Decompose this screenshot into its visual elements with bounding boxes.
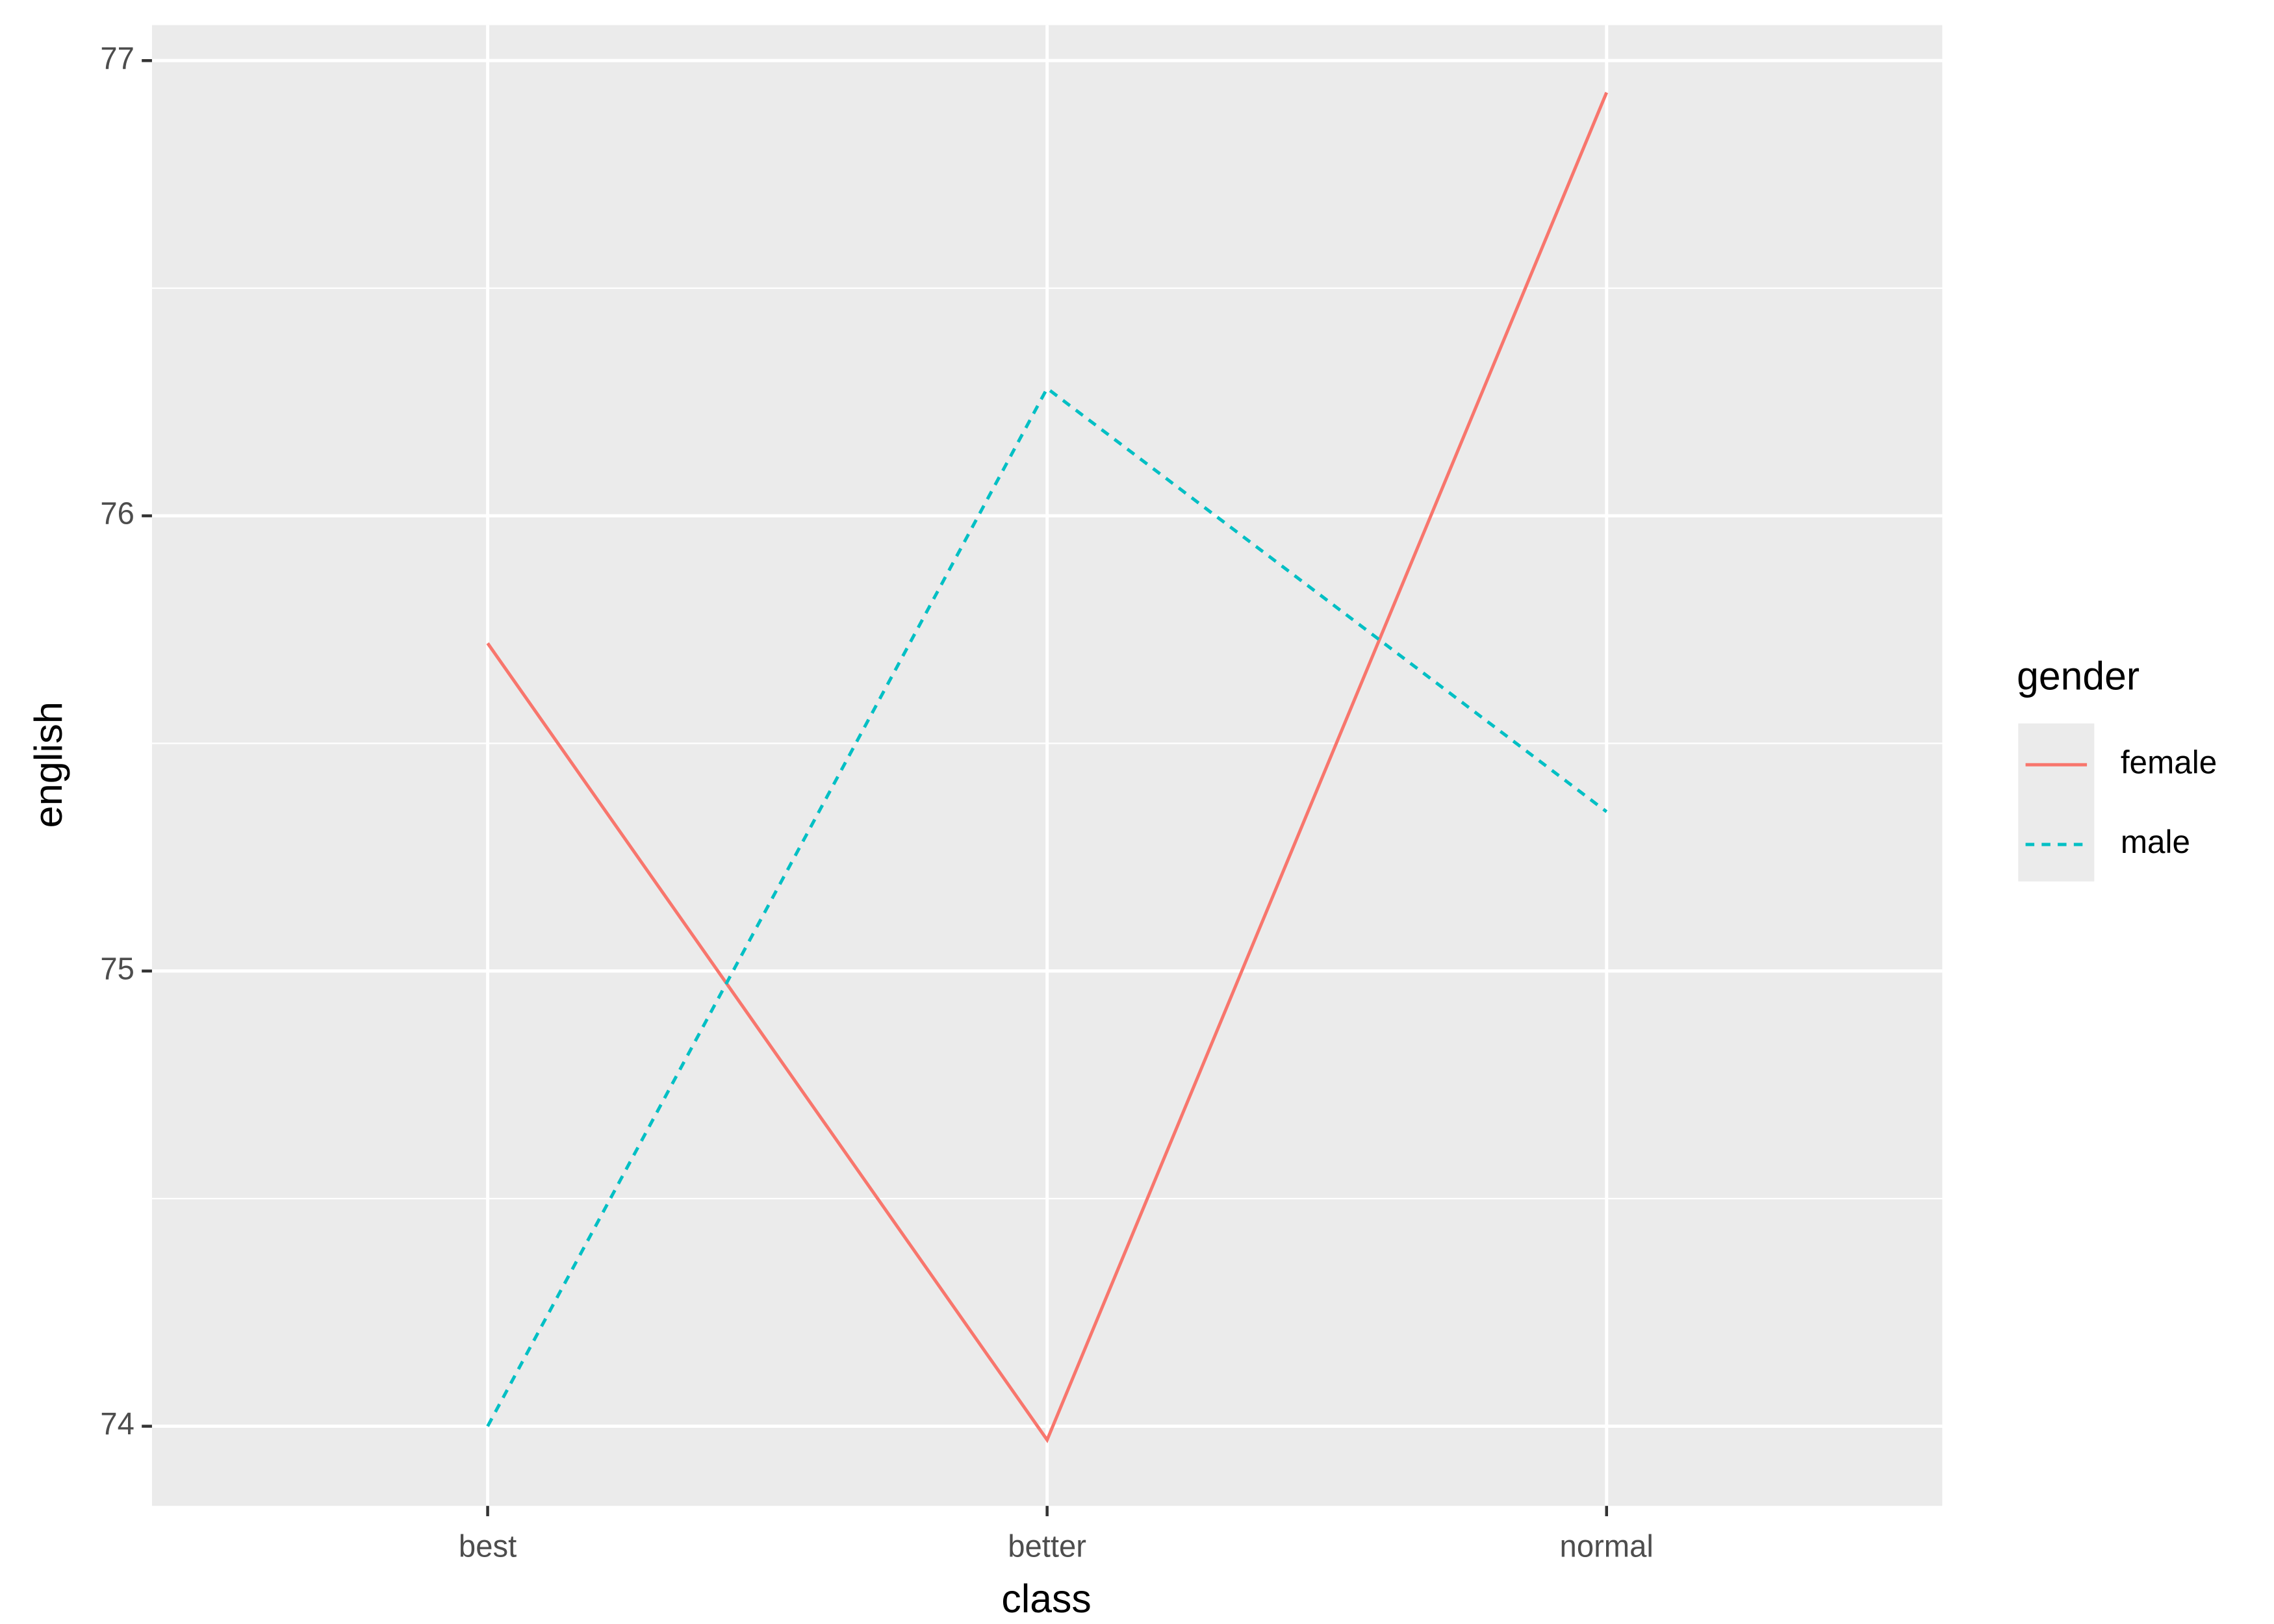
x-axis-title: class [1001, 1577, 1091, 1621]
legend-key-background [2018, 723, 2095, 882]
y-tick-label: 75 [100, 952, 134, 986]
y-tick-label: 77 [100, 42, 134, 76]
y-axis-title: english [26, 702, 70, 828]
x-tick-label: best [459, 1529, 517, 1564]
y-tick-label: 74 [100, 1407, 134, 1441]
data-line [486, 92, 1609, 1443]
legend-label: male [2121, 824, 2190, 860]
x-tick-label: better [1008, 1529, 1086, 1564]
y-tick-label: 76 [100, 496, 134, 531]
data-line [486, 386, 1608, 1427]
legend-label: female [2121, 744, 2217, 780]
x-tick-label: normal [1560, 1529, 1654, 1564]
legend-title: gender [2017, 653, 2140, 698]
